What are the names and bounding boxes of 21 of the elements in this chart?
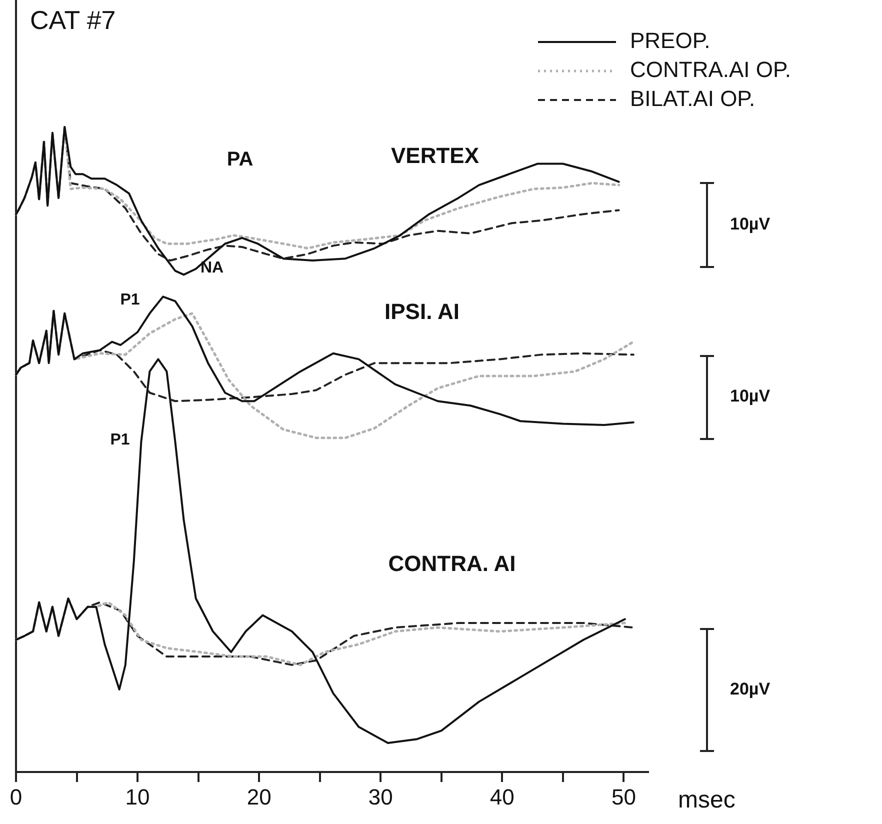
annotation: P1 xyxy=(120,291,140,308)
text: 10µV xyxy=(730,214,771,234)
x-tick-label: 50 xyxy=(611,784,636,810)
x-axis-title: msec xyxy=(678,786,736,814)
x-tick-label: 10 xyxy=(125,784,150,810)
annotation: PA xyxy=(226,148,254,171)
annotation: IPSI. AI xyxy=(384,299,460,324)
annotation: VERTEX xyxy=(390,143,480,168)
legend-label: CONTRA.AI OP. xyxy=(630,57,791,82)
x-tick-label: 0 xyxy=(10,784,22,810)
x-tick-label: 40 xyxy=(490,784,514,810)
chart-title: CAT #7 xyxy=(30,5,116,36)
text: 20µV xyxy=(730,680,771,699)
annotation: P1 xyxy=(110,431,130,448)
x-tick-label: 30 xyxy=(368,784,393,810)
legend-label: PREOP. xyxy=(630,28,710,54)
text: 10µV xyxy=(730,386,771,406)
annotation: NA xyxy=(200,259,224,276)
x-tick-label: 20 xyxy=(246,784,272,810)
annotation: CONTRA. AI xyxy=(388,551,516,576)
legend-label: BILAT.AI OP. xyxy=(630,86,756,112)
